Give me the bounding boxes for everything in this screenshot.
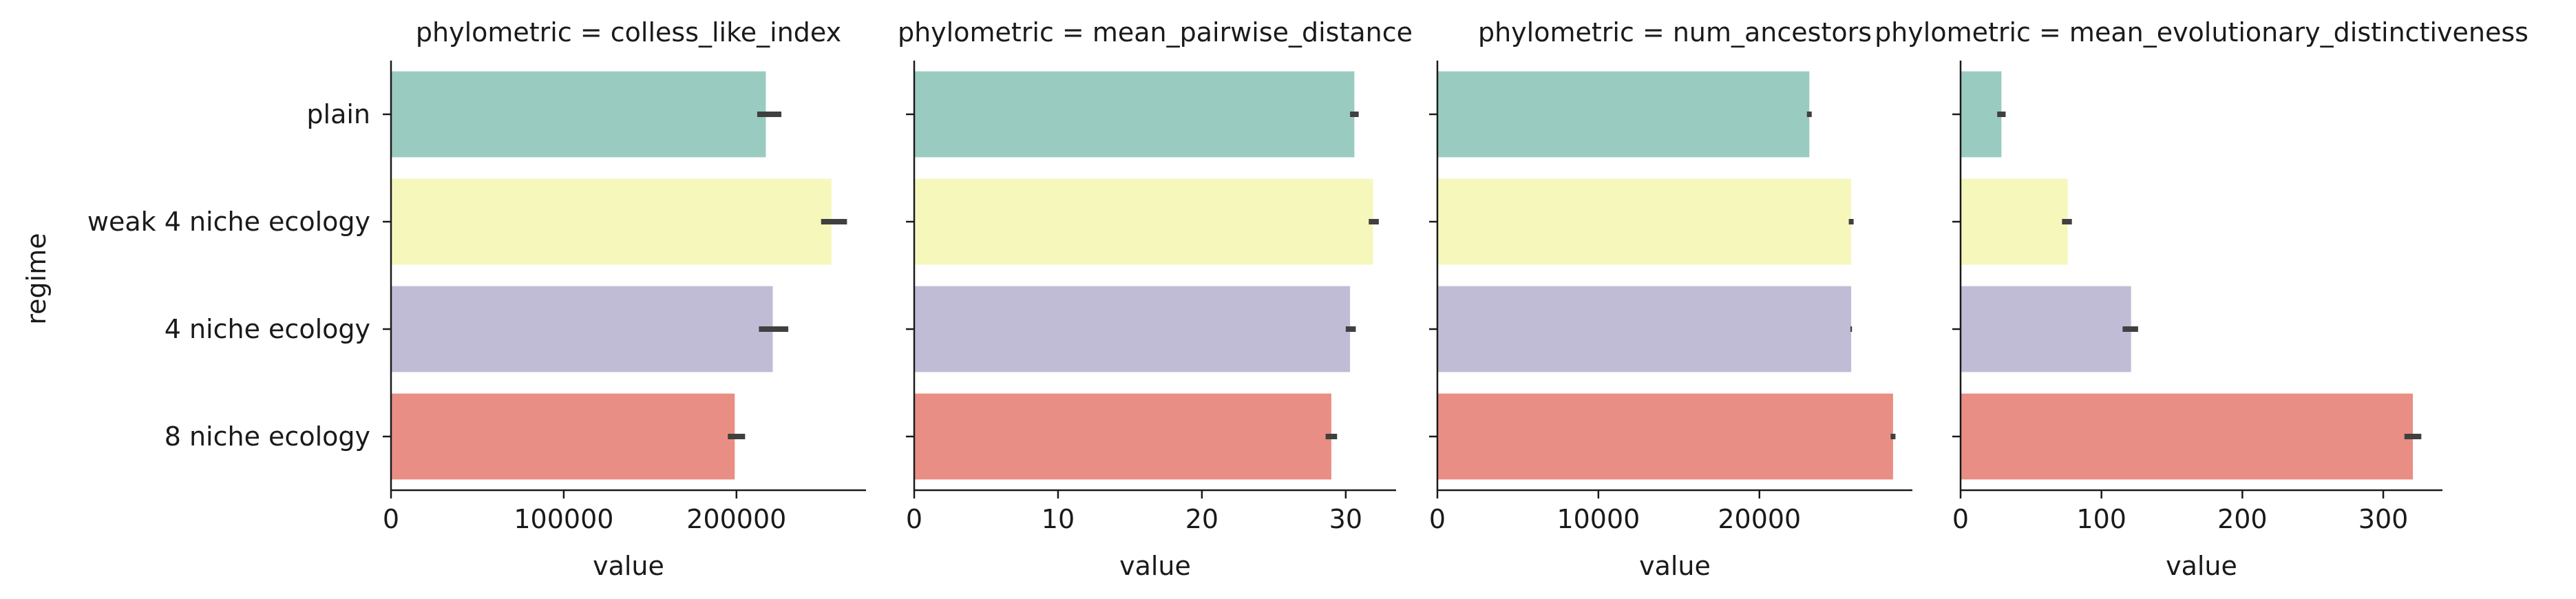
x-tick-label: 20 [1185,504,1218,534]
x-tick-label: 0 [383,504,399,534]
x-tick-label: 100 [2076,504,2126,534]
bar [914,178,1373,265]
bar [1961,71,2002,158]
category-label: plain [306,99,370,129]
bar [391,393,735,480]
bar [914,71,1355,158]
category-label: 4 niche ecology [165,314,370,344]
x-tick-label: 30 [1329,504,1362,534]
panel-4: phylometric = mean_evolutionary_distinct… [1875,17,2529,581]
category-label: weak 4 niche ecology [87,207,370,237]
x-tick-label: 100000 [514,504,613,534]
y-axis-label: regime [21,233,52,324]
x-tick-label: 0 [906,504,922,534]
panel-title: phylometric = mean_pairwise_distance [898,17,1413,48]
bar [391,178,832,265]
x-tick-label: 200 [2217,504,2268,534]
bar [1437,178,1852,265]
x-tick-label: 300 [2358,504,2409,534]
bar [1437,71,1810,158]
x-tick-label: 0 [1952,504,1969,534]
x-axis-label: value [1119,551,1191,581]
bar [914,286,1351,372]
panel-2: phylometric = mean_pairwise_distance 0 10 2… [898,17,1413,581]
panel-title: phylometric = colless_like_index [416,17,841,48]
x-tick-label: 10000 [1556,504,1640,534]
x-axis-label: value [1639,551,1711,581]
panel-title: phylometric = mean_evolutionary_distinct… [1875,17,2529,48]
bar [391,71,766,158]
bar [1961,178,2068,265]
bar [1961,286,2131,372]
bar [914,393,1331,480]
x-tick-label: 10 [1042,504,1075,534]
x-tick-label: 20000 [1718,504,1801,534]
bar [1437,393,1893,480]
bar [391,286,773,372]
panel-title: phylometric = num_ancestors [1478,17,1872,48]
bar [1961,393,2414,480]
bar [1437,286,1852,372]
category-label: 8 niche ecology [165,421,370,452]
x-tick-label: 0 [1429,504,1446,534]
x-axis-label: value [593,551,664,581]
x-axis-label: value [2166,551,2237,581]
x-tick-label: 200000 [686,504,786,534]
panel-3: phylometric = num_ancestors 0 10000 20000va… [1429,17,1912,581]
